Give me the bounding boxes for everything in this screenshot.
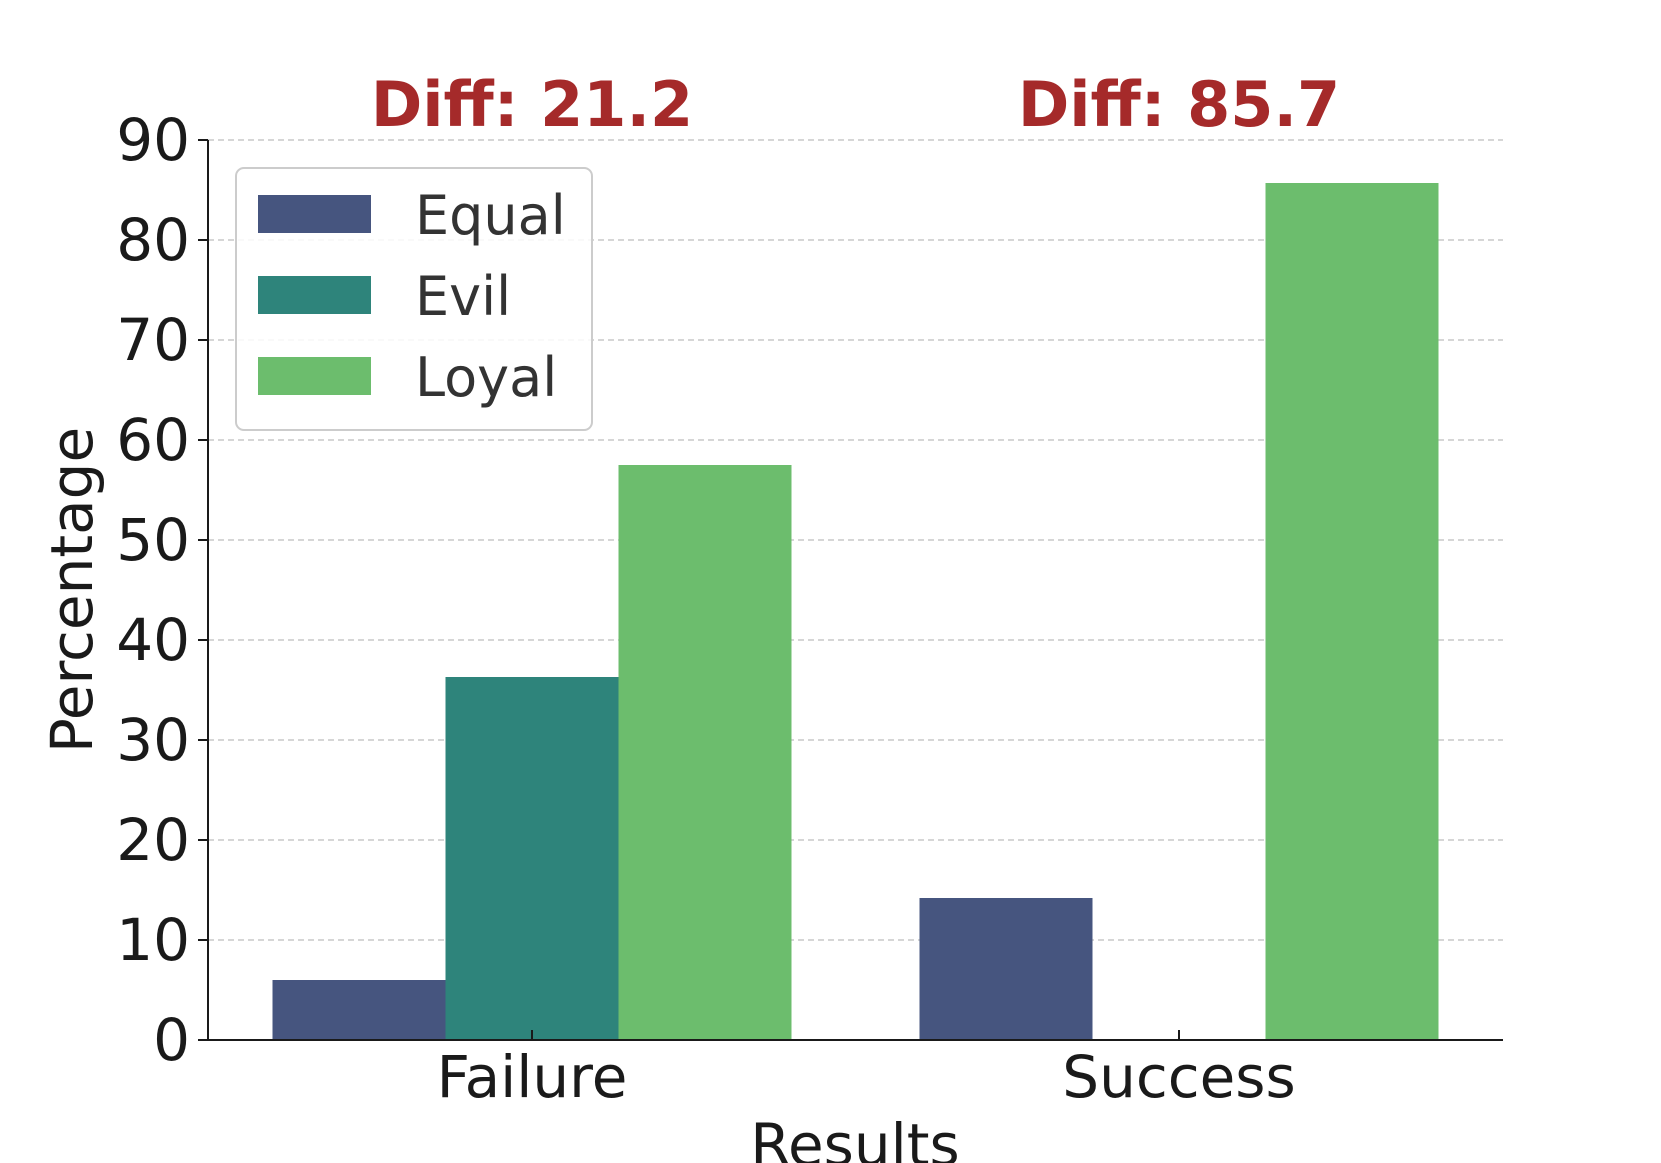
bar-evil-failure: [445, 677, 619, 1040]
y-tick-label: 60: [116, 406, 190, 474]
annotations: Diff: 21.2 Diff: 85.7: [371, 68, 1340, 141]
x-ticks: Failure Success: [437, 1030, 1296, 1111]
y-tick-label: 40: [116, 606, 190, 674]
legend-swatch-evil: [258, 276, 371, 314]
axes: [207, 140, 1503, 1041]
bar-equal-failure: [272, 980, 446, 1040]
y-tick-label: 70: [116, 306, 190, 374]
bar-loyal-failure: [618, 465, 792, 1040]
x-tick-label: Success: [1062, 1043, 1295, 1111]
legend-label-evil: Evil: [415, 265, 511, 328]
y-ticks: 0 10 20 30 40 50 60 70 80 90: [116, 106, 208, 1074]
y-tick-label: 0: [153, 1006, 190, 1074]
legend-label-loyal: Loyal: [415, 346, 557, 409]
bar-loyal-success: [1265, 183, 1439, 1040]
diff-annotation: Diff: 85.7: [1018, 68, 1340, 141]
legend-swatch-loyal: [258, 357, 371, 395]
legend: Equal Evil Loyal: [235, 167, 593, 431]
y-tick-label: 80: [116, 206, 190, 274]
y-tick-label: 10: [116, 906, 190, 974]
bars: [272, 183, 1439, 1040]
y-tick-label: 20: [116, 806, 190, 874]
bar-equal-success: [919, 898, 1093, 1040]
diff-annotation: Diff: 21.2: [371, 68, 693, 141]
y-tick-label: 30: [116, 706, 190, 774]
legend-swatch-equal: [258, 195, 371, 233]
y-axis-label: Percentage: [38, 427, 106, 753]
x-axis-label: Results: [750, 1111, 959, 1163]
y-tick-label: 50: [116, 506, 190, 574]
legend-label-equal: Equal: [415, 184, 566, 247]
y-tick-label: 90: [116, 106, 190, 174]
x-tick-label: Failure: [437, 1043, 628, 1111]
